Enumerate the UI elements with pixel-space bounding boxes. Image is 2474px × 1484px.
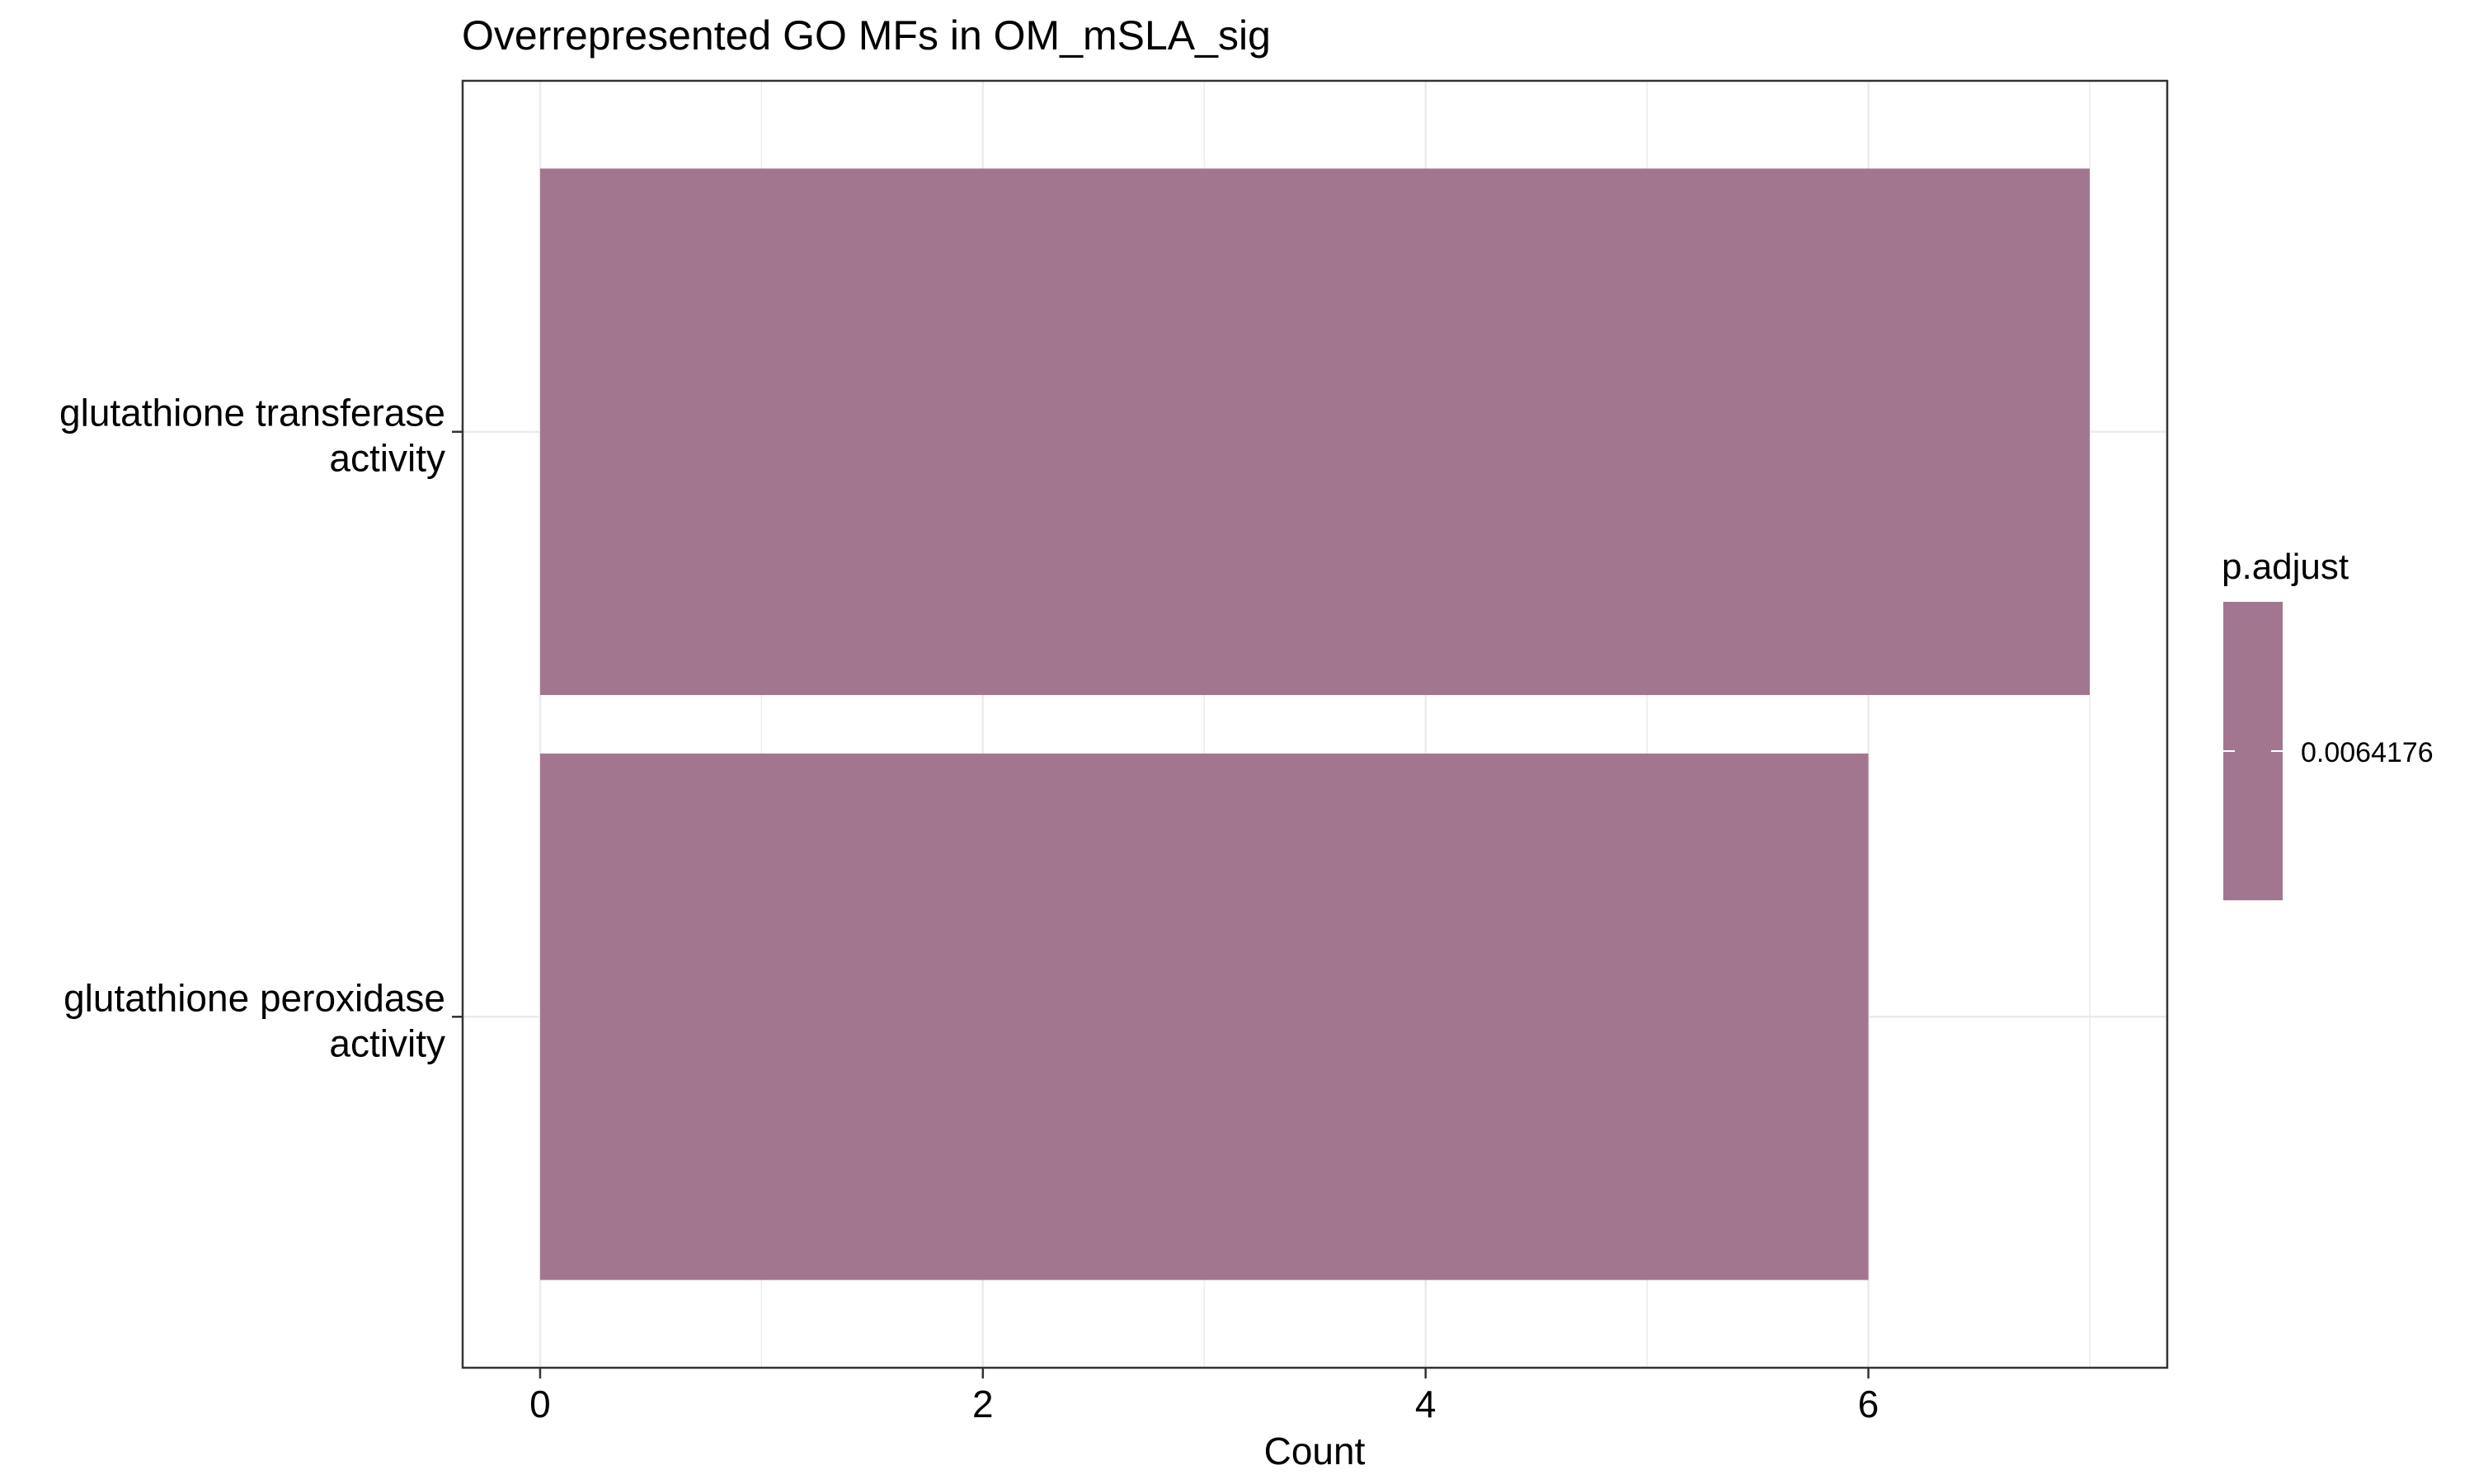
y-tick-label: glutathione transferase activity <box>59 392 445 480</box>
chart-title: Overrepresented GO MFs in OM_mSLA_sig <box>462 12 1271 59</box>
x-axis-title: Count <box>1264 1430 1366 1472</box>
y-tick-label: glutathione peroxidase activity <box>63 976 445 1064</box>
x-tick-label: 0 <box>529 1383 551 1425</box>
legend: p.adjust 0.0064176 <box>2222 547 2434 900</box>
legend-label: 0.0064176 <box>2301 737 2434 768</box>
x-tick-label: 6 <box>1858 1383 1879 1425</box>
legend-title: p.adjust <box>2222 547 2349 587</box>
y-tick-label-line: glutathione peroxidase <box>63 976 445 1019</box>
bars <box>539 168 2091 1280</box>
x-tick-label: 4 <box>1415 1383 1437 1425</box>
x-axis: 0 2 4 6 <box>529 1368 1879 1425</box>
y-axis: glutathione transferase activityglutathio… <box>59 392 463 1064</box>
x-tick-label: 2 <box>972 1383 994 1425</box>
y-tick-label-line: glutathione transferase <box>59 392 445 434</box>
bar <box>539 753 1869 1280</box>
bar <box>539 168 2091 696</box>
y-tick-label-line: activity <box>329 437 445 480</box>
plot-panel-border <box>461 79 2169 1369</box>
y-tick-label-line: activity <box>329 1021 445 1064</box>
